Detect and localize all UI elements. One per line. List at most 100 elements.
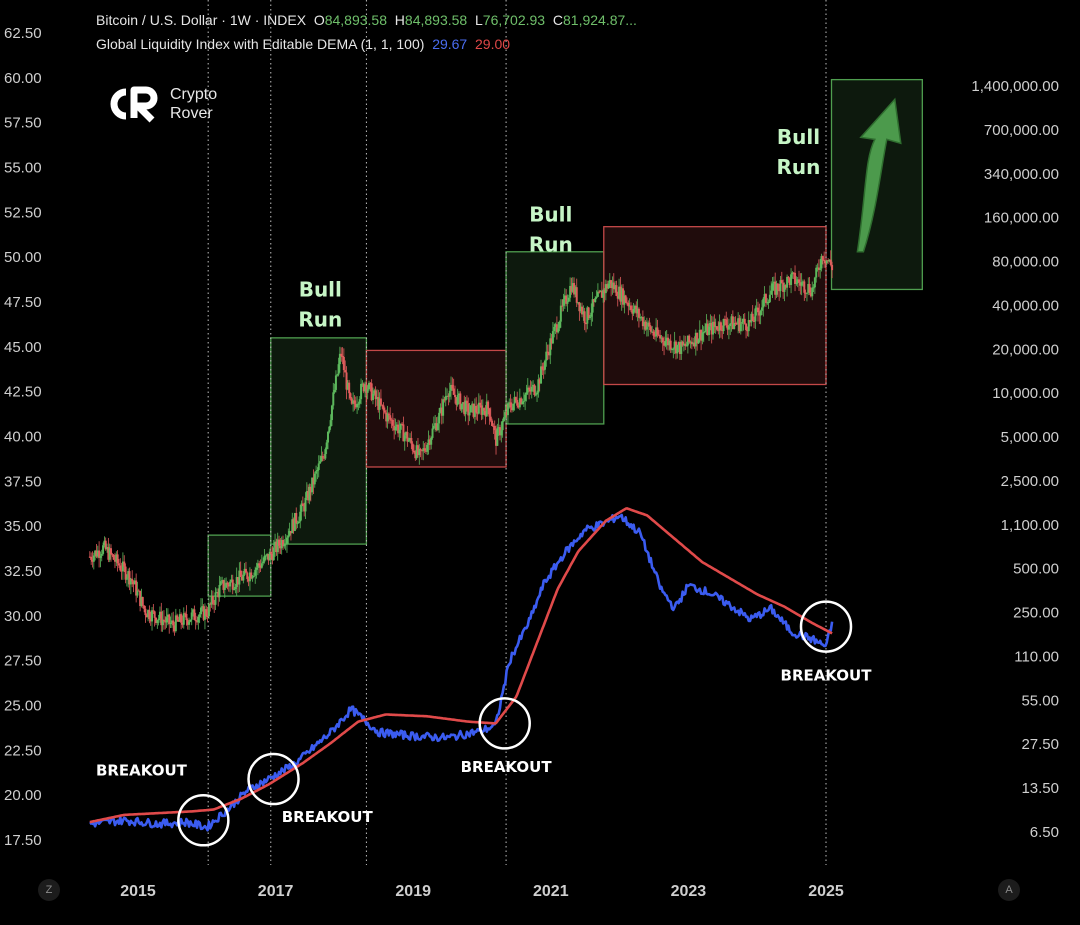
price-candle-483 bbox=[727, 318, 730, 340]
candle-body bbox=[817, 267, 820, 270]
price-candle-121 bbox=[248, 567, 251, 591]
price-candle-403 bbox=[622, 284, 625, 308]
candle-body bbox=[555, 324, 558, 333]
price-candle-535 bbox=[796, 276, 799, 288]
corner-button-right[interactable]: A bbox=[998, 879, 1020, 901]
price-candle-307 bbox=[495, 425, 498, 455]
candle-body bbox=[831, 264, 834, 271]
price-candle-499 bbox=[749, 319, 752, 327]
price-candle-222 bbox=[382, 402, 385, 419]
price-candle-167 bbox=[309, 483, 312, 502]
candle-body bbox=[148, 610, 151, 620]
candle-body bbox=[192, 609, 195, 613]
price-candle-117 bbox=[243, 563, 246, 577]
price-candle-514 bbox=[768, 285, 771, 303]
candle-body bbox=[484, 410, 487, 417]
price-candle-490 bbox=[737, 312, 740, 334]
price-candle-90 bbox=[207, 596, 210, 620]
price-candle-411 bbox=[632, 302, 635, 317]
price-candle-89 bbox=[206, 606, 209, 623]
price-candle-151 bbox=[288, 522, 291, 537]
price-candle-468 bbox=[708, 320, 711, 341]
price-candle-194 bbox=[345, 366, 348, 400]
price-candle-349 bbox=[550, 333, 553, 350]
candle-body bbox=[479, 402, 482, 406]
candle-body bbox=[504, 412, 507, 418]
price-candle-104 bbox=[226, 581, 229, 590]
price-candle-345 bbox=[545, 342, 548, 367]
price-candle-134 bbox=[266, 553, 269, 560]
indicator-title[interactable]: Global Liquidity Index with Editable DEM… bbox=[96, 36, 425, 52]
candle-body bbox=[508, 402, 511, 404]
price-candle-75 bbox=[188, 617, 191, 630]
price-candle-527 bbox=[786, 274, 789, 297]
price-candle-263 bbox=[436, 416, 439, 432]
price-candle-5 bbox=[95, 544, 98, 559]
price-candle-110 bbox=[234, 584, 237, 594]
corner-button-left[interactable]: Z bbox=[38, 879, 60, 901]
price-candle-125 bbox=[254, 566, 257, 584]
price-candle-148 bbox=[284, 533, 287, 551]
price-candle-522 bbox=[779, 276, 782, 298]
candle-body bbox=[672, 348, 675, 350]
candle-body bbox=[213, 603, 216, 605]
candle-body bbox=[696, 332, 699, 344]
candle-body bbox=[709, 322, 712, 327]
price-candle-253 bbox=[423, 443, 426, 453]
candle-body bbox=[690, 341, 693, 345]
candle-body bbox=[738, 318, 741, 332]
price-candle-391 bbox=[606, 280, 609, 292]
y-left-tick-16: 22.50 bbox=[4, 742, 42, 759]
price-candle-245 bbox=[412, 444, 415, 454]
price-candle-258 bbox=[430, 436, 433, 450]
y-left-tick-18: 17.50 bbox=[4, 832, 42, 849]
price-candle-515 bbox=[770, 281, 773, 295]
symbol-header: Bitcoin / U.S. Dollar · 1W · INDEX O84,8… bbox=[96, 12, 637, 28]
candle-body bbox=[305, 491, 308, 498]
price-candle-459 bbox=[696, 332, 699, 351]
candle-body bbox=[811, 287, 814, 297]
price-candle-339 bbox=[537, 374, 540, 398]
candle-body bbox=[397, 424, 400, 434]
candle-body bbox=[563, 295, 566, 300]
price-candle-144 bbox=[279, 538, 282, 554]
price-candle-138 bbox=[271, 546, 274, 565]
price-candle-43 bbox=[145, 613, 148, 618]
price-candle-186 bbox=[334, 370, 337, 393]
price-candle-388 bbox=[602, 288, 605, 303]
candle-body bbox=[825, 260, 828, 264]
y-left-tick-2: 57.50 bbox=[4, 115, 42, 132]
candle-body bbox=[398, 429, 401, 434]
price-candle-140 bbox=[274, 533, 277, 557]
price-candle-41 bbox=[143, 604, 146, 613]
candle-body bbox=[689, 341, 692, 343]
price-candle-15 bbox=[108, 543, 111, 563]
candle-body bbox=[543, 360, 546, 370]
candle-body bbox=[584, 323, 587, 325]
candle-body bbox=[140, 597, 143, 607]
candle-body bbox=[283, 544, 286, 547]
price-candle-142 bbox=[276, 532, 279, 561]
candle-body bbox=[308, 486, 311, 501]
candle-body bbox=[546, 351, 549, 353]
candle-body bbox=[414, 452, 417, 459]
price-candle-380 bbox=[591, 291, 594, 322]
price-candle-95 bbox=[214, 587, 217, 610]
y-right-tick-1: 700,000.00 bbox=[984, 122, 1059, 139]
candle-body bbox=[509, 402, 512, 408]
price-candle-406 bbox=[626, 297, 629, 306]
candle-body bbox=[210, 596, 213, 605]
price-candle-507 bbox=[759, 309, 762, 325]
price-candle-223 bbox=[383, 407, 386, 415]
candle-body bbox=[633, 305, 636, 310]
price-candle-12 bbox=[104, 537, 107, 551]
candle-body bbox=[742, 318, 745, 323]
price-candle-368 bbox=[575, 278, 578, 308]
price-candle-19 bbox=[113, 552, 116, 569]
candle-body bbox=[385, 412, 388, 422]
candle-body bbox=[451, 384, 454, 389]
price-candle-136 bbox=[268, 548, 271, 561]
candle-body bbox=[741, 322, 744, 324]
